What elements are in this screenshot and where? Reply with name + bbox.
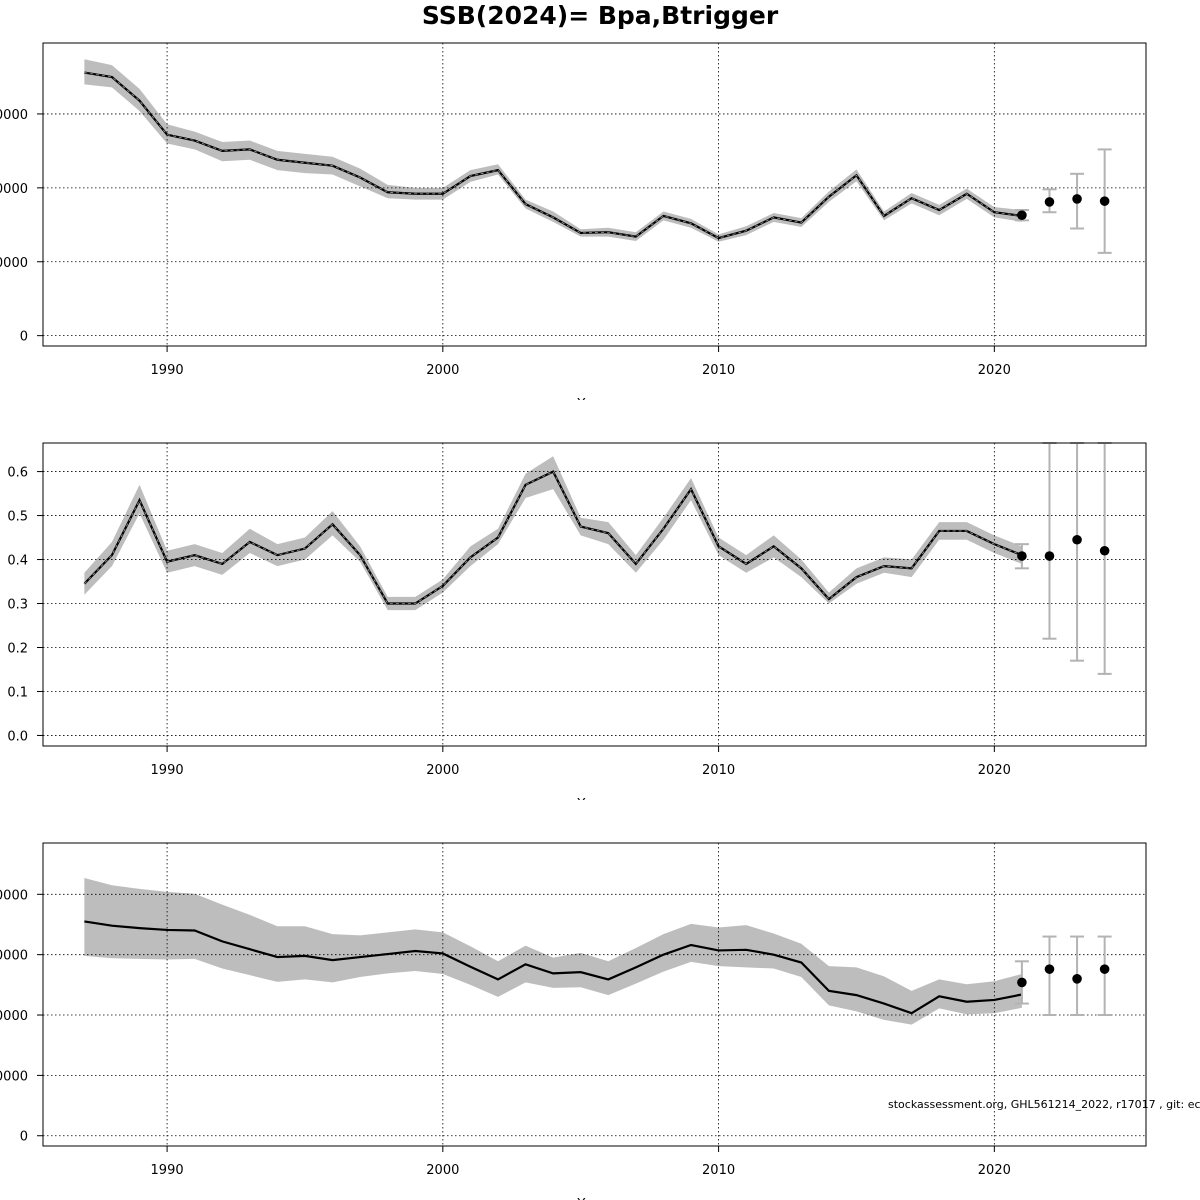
projection-point bbox=[1072, 534, 1082, 545]
x-tick-label: 1990 bbox=[151, 363, 184, 378]
projection-point bbox=[1099, 545, 1110, 556]
x-axis-title: Years bbox=[576, 1197, 612, 1200]
estimate-line bbox=[83, 470, 1023, 605]
confidence-band bbox=[84, 59, 1022, 242]
y-tick-label: 50000 bbox=[0, 256, 28, 271]
x-tick-label: 2020 bbox=[978, 1163, 1011, 1178]
projection-point bbox=[1044, 197, 1055, 207]
plot-frame bbox=[42, 842, 1147, 1147]
recruitment-panel: 000000000000000001990200020102020Yearsst… bbox=[0, 842, 1200, 1200]
y-tick-label: 0.3 bbox=[7, 598, 28, 613]
estimate-line-dashes bbox=[84, 72, 1022, 239]
y-tick-label: 0 bbox=[20, 330, 28, 345]
x-axis-title: Years bbox=[576, 397, 612, 400]
y-tick-label: 100000 bbox=[0, 182, 28, 197]
projection-point bbox=[1072, 194, 1082, 204]
y-tick-label: 0.2 bbox=[7, 641, 28, 656]
footnote-text: stockassessment.org, GHL561214_2022, r17… bbox=[888, 1098, 1200, 1111]
projection-point bbox=[1072, 974, 1082, 984]
y-tick-label: 0.5 bbox=[7, 510, 28, 525]
y-tick-label: 0.6 bbox=[7, 466, 28, 481]
ssb-panel: 0 50000 100000 150000 1990 2000 2010 2020 Years bbox=[0, 42, 1147, 400]
projection-point bbox=[1099, 964, 1110, 974]
fishing-mortality-panel: 0.0 0.1 0.2 0.3 0.4 0.5 0.6 1990 2000 2010 2020 Yea… bbox=[7, 442, 1147, 800]
estimate-line-dashes bbox=[84, 471, 1023, 604]
x-tick-label: 1990 bbox=[151, 1163, 184, 1178]
y-tick-label: 0.0 bbox=[7, 729, 28, 744]
estimate-line bbox=[84, 920, 1023, 1015]
x-tick-label: 2020 bbox=[978, 363, 1011, 378]
plot-frame bbox=[42, 442, 1147, 747]
projection-point bbox=[1017, 210, 1027, 220]
y-tick-label: 150000 bbox=[0, 108, 28, 123]
y-tick-label: 0.1 bbox=[7, 685, 28, 700]
x-tick-label: 2000 bbox=[426, 363, 459, 378]
plot-frame bbox=[42, 42, 1147, 347]
x-tick-label: 2010 bbox=[702, 1163, 735, 1178]
projection-point bbox=[1017, 977, 1027, 988]
projection-point bbox=[1099, 196, 1110, 206]
confidence-band bbox=[84, 456, 1022, 611]
x-tick-label: 2000 bbox=[426, 1163, 459, 1178]
projection-point bbox=[1044, 964, 1055, 974]
x-tick-label: 1990 bbox=[151, 763, 184, 778]
x-axis-title: Years bbox=[576, 797, 612, 800]
projection-point bbox=[1017, 551, 1027, 561]
x-tick-label: 2010 bbox=[702, 763, 735, 778]
y-tick-label: 0 bbox=[20, 1130, 28, 1145]
projection-point bbox=[1044, 551, 1055, 561]
x-tick-label: 2000 bbox=[426, 763, 459, 778]
confidence-band bbox=[84, 878, 1022, 1025]
x-tick-label: 2020 bbox=[978, 763, 1011, 778]
chart-title: SSB(2024)= Bpa,Btrigger bbox=[421, 1, 779, 30]
y-tick-label: 0.4 bbox=[7, 554, 28, 569]
x-tick-label: 2010 bbox=[702, 363, 735, 378]
